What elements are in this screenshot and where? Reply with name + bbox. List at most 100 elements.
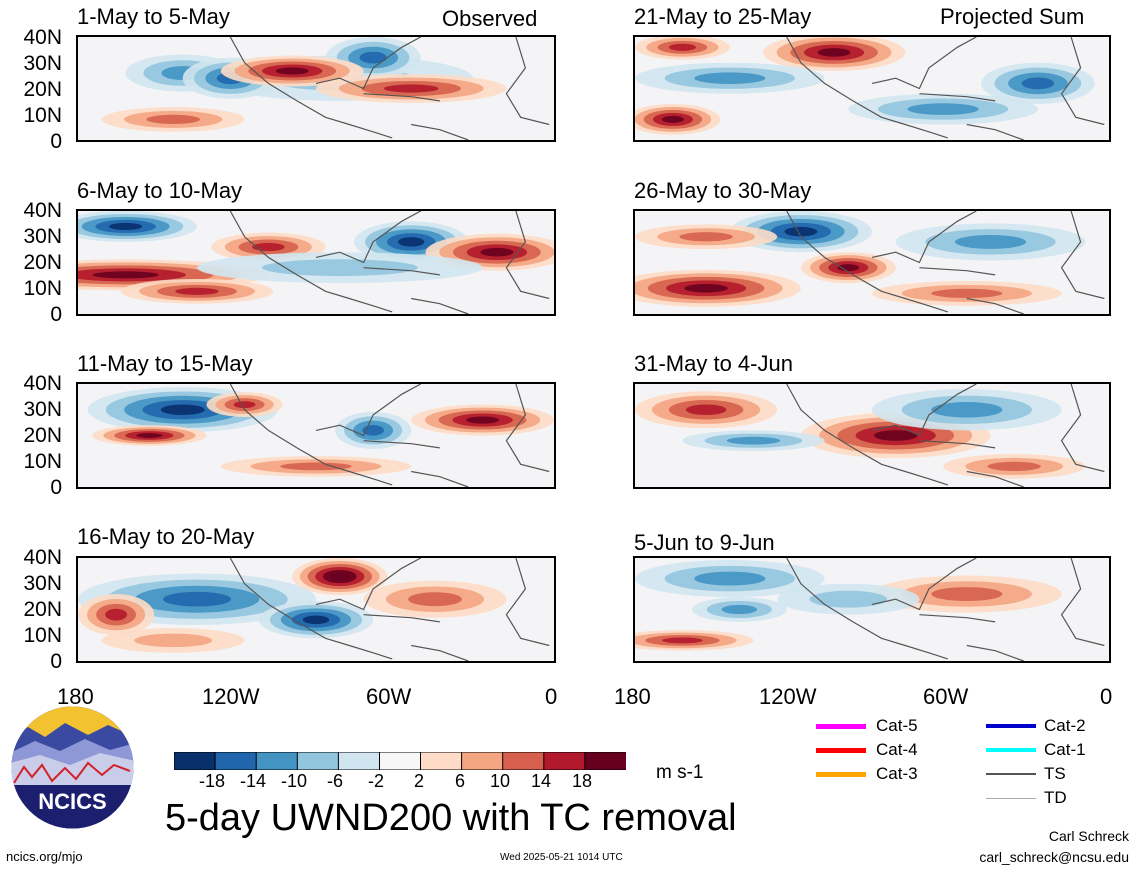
panel-title-1: 1-May to 5-May [77, 4, 230, 29]
panel-title-8: 5-Jun to 9-Jun [634, 530, 775, 555]
colorbar-label: -14 [240, 771, 267, 791]
map-panel [76, 556, 556, 663]
anomaly-field [78, 558, 554, 661]
lat-label: 10N [23, 277, 62, 300]
observed-label: Observed [442, 6, 538, 31]
coastline [786, 384, 1105, 487]
legend-swatch-cat1 [986, 748, 1036, 752]
map-panel [633, 382, 1111, 489]
lon-label: 0 [1100, 684, 1113, 709]
lon-label: 180 [57, 684, 94, 709]
colorbar-swatch [461, 751, 504, 771]
colorbar-label: 18 [572, 771, 593, 791]
panel-title-4: 16-May to 20-May [77, 524, 255, 549]
lat-label: 10N [23, 450, 62, 473]
coastline [229, 211, 550, 314]
colorbar-swatch [584, 751, 627, 771]
panel-title-3: 11-May to 15-May [77, 351, 253, 376]
coastline [786, 211, 1105, 314]
panel-title-2: 6-May to 10-May [77, 178, 243, 203]
colorbar-swatch [296, 751, 340, 771]
footer-author: Carl Schreck [1048, 828, 1129, 844]
lat-label: 40N [23, 372, 62, 395]
legend-swatch-cat3 [816, 772, 866, 777]
coastline [229, 384, 550, 487]
legend-label-cat1: Cat-1 [1044, 740, 1086, 759]
colorbar-swatch [543, 751, 586, 771]
anomaly-field [78, 211, 554, 314]
colorbar-swatch [337, 751, 381, 771]
legend-label-cat2: Cat-2 [1044, 716, 1086, 735]
legend-swatch-cat2 [986, 724, 1036, 728]
footer-timestamp: Wed 2025-05-21 1014 UTC [500, 852, 623, 863]
anomaly-field [78, 384, 554, 487]
legend-label-td: TD [1044, 788, 1067, 807]
map-panel [76, 382, 556, 489]
colorbar-label: 14 [531, 771, 552, 791]
legend-label-ts: TS [1044, 764, 1066, 783]
colorbar-label: 6 [455, 771, 466, 791]
colorbar-label: -6 [327, 771, 344, 791]
ncics-logo: NCICS [10, 705, 135, 830]
lon-label: 180 [614, 684, 651, 709]
lon-label: 60W [366, 684, 412, 709]
colorbar-label: -18 [199, 771, 226, 791]
colorbar-swatch [214, 751, 258, 771]
colorbar-swatch [173, 751, 217, 771]
lat-label: 30N [23, 52, 62, 75]
anomaly-field [635, 37, 1109, 140]
lon-label: 0 [545, 684, 558, 709]
colorbar [173, 751, 627, 771]
panel-title-5: 21-May to 25-May [634, 4, 812, 29]
colorbar-label: 10 [490, 771, 511, 791]
lon-label: 120W [759, 684, 817, 709]
lat-label: 20N [23, 598, 62, 621]
colorbar-label: 2 [414, 771, 425, 791]
legend-label-cat4: Cat-4 [876, 740, 918, 759]
lon-label: 120W [202, 684, 260, 709]
lat-label: 20N [23, 78, 62, 101]
lat-label: 0 [50, 650, 62, 673]
map-panel [633, 556, 1111, 663]
main-title: 5-day UWND200 with TC removal [165, 797, 737, 839]
map-panel [76, 209, 556, 316]
lat-label: 40N [23, 546, 62, 569]
legend-swatch-td [986, 798, 1036, 799]
coastline [229, 558, 550, 661]
lat-label: 40N [23, 26, 62, 49]
lat-label: 40N [23, 199, 62, 222]
legend-swatch-cat4 [816, 748, 866, 753]
legend-swatch-cat5 [816, 724, 866, 729]
coastline [786, 558, 1105, 661]
colorbar-swatch [255, 751, 299, 771]
coastline [229, 37, 550, 140]
colorbar-label: -10 [281, 771, 308, 791]
lat-label: 20N [23, 424, 62, 447]
lon-label: 60W [923, 684, 969, 709]
colorbar-swatch [379, 751, 422, 771]
lat-label: 30N [23, 225, 62, 248]
tc-legend: Cat-5 Cat-4 Cat-3 Cat-2 Cat-1 TS TD [816, 716, 1135, 816]
legend-label-cat5: Cat-5 [876, 716, 918, 735]
coastline [786, 37, 1105, 140]
legend-label-cat3: Cat-3 [876, 764, 918, 783]
colorbar-swatch [420, 751, 463, 771]
lat-label: 20N [23, 251, 62, 274]
projected-sum-label: Projected Sum [940, 4, 1085, 29]
colorbar-swatch [502, 751, 545, 771]
units-label: m s-1 [656, 762, 704, 783]
map-panel [633, 209, 1111, 316]
panel-title-6: 26-May to 30-May [634, 178, 812, 203]
lat-label: 30N [23, 398, 62, 421]
map-panel [633, 35, 1111, 142]
footer-email: carl_schreck@ncsu.edu [979, 849, 1129, 865]
ncics-logo-icon: NCICS [11, 706, 134, 829]
logo-text: NCICS [38, 789, 106, 814]
lat-label: 10N [23, 104, 62, 127]
lat-label: 0 [50, 303, 62, 326]
footer-url: ncics.org/mjo [6, 849, 83, 864]
legend-swatch-ts [986, 773, 1036, 775]
anomaly-field [635, 384, 1109, 487]
lat-label: 10N [23, 624, 62, 647]
anomaly-field [635, 558, 1109, 661]
